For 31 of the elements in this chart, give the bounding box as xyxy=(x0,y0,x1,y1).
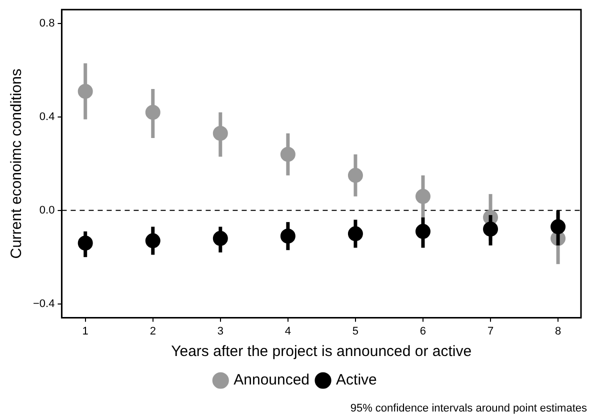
point xyxy=(348,168,363,183)
point xyxy=(348,226,363,242)
y-axis-title: Current econoimc conditions xyxy=(8,68,26,259)
x-tick-label: 1 xyxy=(82,325,88,338)
x-tick-label: 8 xyxy=(554,325,562,338)
y-tick-label: 0.8 xyxy=(39,18,55,30)
point xyxy=(212,126,228,141)
text: 95% confidence intervals around point estimates xyxy=(350,402,588,415)
legend-label: Active xyxy=(336,372,377,389)
y-tick-label: −0.4 xyxy=(32,298,55,310)
y-tick-label: 0.4 xyxy=(39,111,55,124)
y-tick-label: 0.0 xyxy=(39,204,55,216)
point xyxy=(212,230,228,246)
x-tick-label: 3 xyxy=(217,325,224,338)
point xyxy=(483,222,498,237)
x-tick-label: 4 xyxy=(284,325,291,338)
point xyxy=(550,219,566,234)
x-tick-label: 5 xyxy=(352,325,359,338)
point xyxy=(415,224,430,239)
legend-label: Announced xyxy=(234,372,310,389)
x-tick-label: 2 xyxy=(150,325,156,338)
x-tick-label: 6 xyxy=(420,325,426,338)
point xyxy=(78,84,93,99)
point xyxy=(280,146,296,162)
point xyxy=(415,188,430,204)
point xyxy=(145,233,160,248)
point xyxy=(145,104,160,120)
point xyxy=(280,228,296,244)
x-tick-label: 7 xyxy=(487,325,494,338)
point xyxy=(78,236,93,251)
x-axis-title: Years after the project is announced or active xyxy=(171,343,472,360)
